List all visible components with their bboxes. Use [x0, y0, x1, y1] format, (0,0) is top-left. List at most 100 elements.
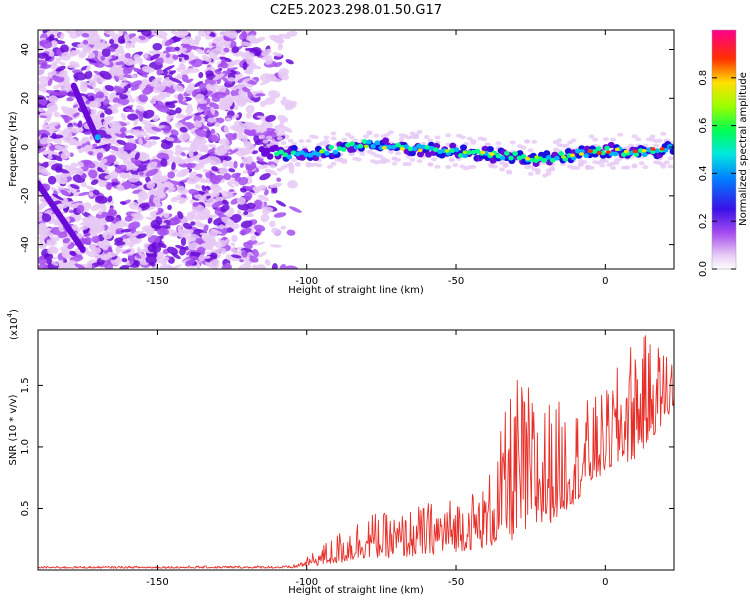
noise-blob [188, 242, 200, 251]
noise-blob [88, 37, 102, 45]
noise-blob [69, 250, 77, 256]
noise-blob [179, 126, 188, 133]
noise-blob [107, 186, 112, 191]
noise-blob [226, 213, 231, 219]
noise-blob [259, 80, 271, 86]
spectrogram-x-label: Height of straight line (km) [288, 285, 424, 296]
noise-blob [104, 108, 113, 115]
snr-y-ticks: 0.5 1.0 1.5 [20, 377, 674, 516]
band-mid [495, 153, 502, 159]
band-haze [649, 134, 656, 139]
band-mid [303, 152, 309, 158]
noise-blob [211, 200, 223, 209]
noise-blob [60, 189, 70, 197]
band-haze [588, 165, 595, 170]
noise-blob [241, 78, 251, 83]
noise-blob [141, 65, 152, 73]
noise-blob [67, 243, 75, 250]
band-mid [361, 139, 368, 144]
noise-blob [226, 67, 231, 76]
noise-blob [246, 202, 256, 209]
noise-blob [220, 100, 234, 109]
y-tick-label: 40 [20, 43, 31, 56]
band-mid [453, 147, 460, 153]
band-mid [332, 149, 339, 155]
noise-blob [119, 94, 129, 100]
band-haze [642, 165, 649, 170]
band-mid [529, 157, 535, 163]
noise-blob [78, 148, 84, 153]
band-mid [512, 151, 518, 156]
noise-blob [38, 106, 45, 113]
noise-blob [231, 46, 239, 54]
noise-blob [209, 214, 218, 219]
noise-blob [111, 123, 121, 131]
noise-blob [86, 84, 94, 90]
noise-blob [104, 84, 115, 92]
noise-blob [149, 53, 161, 60]
colorbar-tick-label: 0.4 [698, 165, 709, 181]
noise-blob [130, 39, 136, 48]
noise-blob [39, 137, 50, 145]
noise-blob [99, 162, 105, 169]
band-core [607, 141, 615, 149]
band-haze [635, 137, 642, 142]
noise-blob [134, 130, 147, 138]
noise-blob [151, 95, 166, 101]
noise-blob [69, 30, 80, 39]
noise-blob [180, 151, 186, 157]
noise-blob [262, 207, 269, 216]
noise-blob [69, 184, 80, 190]
noise-blob [97, 209, 103, 215]
noise-blob [145, 231, 153, 238]
noise-blob [206, 111, 212, 118]
noise-blob [228, 160, 235, 170]
noise-blob [231, 234, 238, 243]
band-haze [631, 164, 638, 169]
band-haze [656, 138, 663, 143]
band-mid [420, 144, 426, 150]
noise-blob [138, 171, 144, 176]
trace-highlight [94, 134, 101, 141]
noise-blob [246, 59, 253, 65]
noise-blob [179, 246, 187, 256]
noise-blob [160, 158, 168, 167]
band-haze [312, 135, 319, 140]
noise-blob [119, 127, 127, 133]
noise-blob [177, 185, 186, 193]
noise-blob [167, 171, 176, 179]
band-haze [323, 135, 330, 140]
noise-blob [189, 60, 197, 64]
band-mid [370, 143, 376, 149]
noise-blob [77, 120, 83, 129]
noise-blob [131, 212, 139, 217]
noise-blob [287, 180, 298, 189]
band-core [382, 137, 390, 144]
band-haze [527, 148, 534, 153]
band-haze [667, 164, 674, 169]
noise-blob [146, 161, 158, 171]
noise-blob [127, 113, 139, 121]
band-mid [533, 158, 539, 164]
noise-blob [76, 145, 83, 150]
noise-blob [216, 84, 227, 94]
band-haze [280, 140, 287, 145]
band-mid [520, 154, 527, 160]
band-hotspot [534, 155, 540, 160]
noise-blob [174, 46, 180, 51]
noise-blob [186, 155, 198, 163]
noise-blob [40, 61, 48, 69]
y-tick-label: -20 [20, 188, 31, 204]
noise-blob [162, 256, 170, 263]
band-mid [612, 151, 619, 157]
snr-y-label: SNR (10 * v/v) [8, 394, 19, 465]
noise-blob [77, 191, 90, 197]
noise-blob [286, 229, 296, 236]
band-hotspot [462, 150, 468, 155]
band-hotspot [650, 147, 656, 151]
noise-blob [123, 58, 135, 66]
band-hotspot [480, 150, 486, 155]
noise-blob [158, 243, 167, 249]
noise-blob [139, 253, 148, 259]
noise-blob [155, 216, 163, 225]
